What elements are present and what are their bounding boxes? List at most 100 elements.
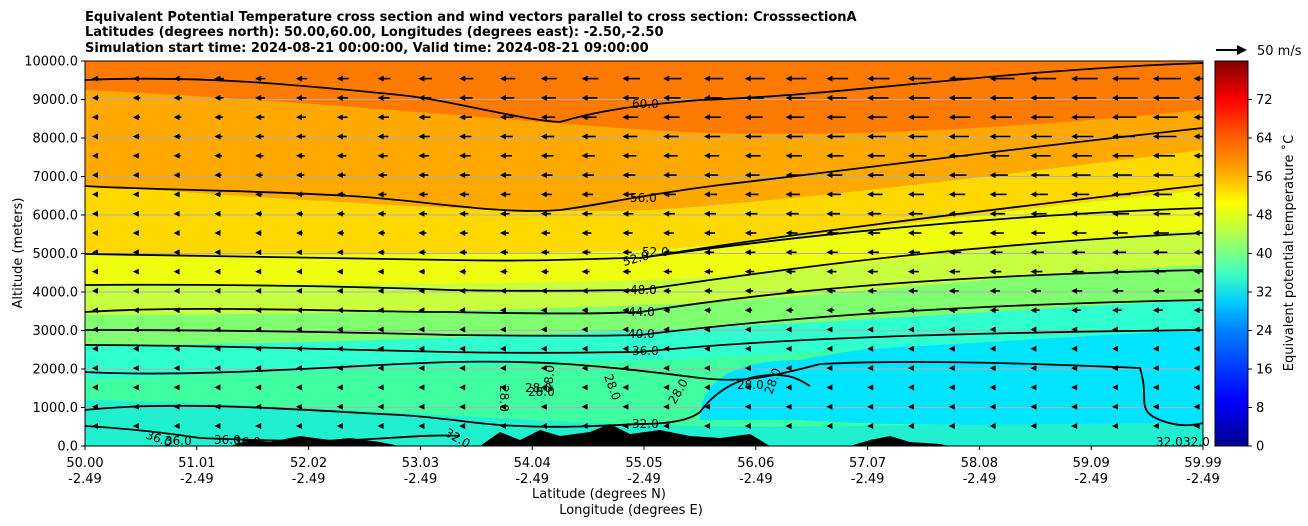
wind-vector [1030, 384, 1037, 391]
wind-vector [908, 94, 931, 101]
wind-vector [418, 345, 425, 352]
wind-vector [581, 133, 596, 140]
wind-vector [173, 384, 180, 391]
wind-vector [459, 210, 469, 217]
wind-vector [622, 152, 637, 159]
contour-36 [85, 329, 1203, 354]
wind-vector [500, 230, 509, 236]
wind-vector [1112, 384, 1118, 391]
wind-vector [867, 172, 884, 179]
wind-vector [500, 133, 513, 140]
wind-vector [377, 114, 390, 121]
wind-vector [663, 133, 679, 140]
wind-vector [581, 230, 592, 236]
wind-vector [418, 365, 425, 372]
wind-vector [92, 384, 98, 391]
wind-vector [826, 403, 833, 410]
wind-vector [581, 152, 595, 159]
wind-vector [336, 94, 349, 101]
y-tick-label: 10000.0 [24, 55, 78, 70]
wind-vector [92, 326, 98, 333]
wind-vector [581, 249, 591, 256]
wind-vector [92, 249, 98, 256]
wind-vector [1030, 268, 1043, 275]
wind-vector [1030, 210, 1047, 217]
wind-vector [336, 210, 345, 217]
wind-vector [540, 423, 547, 429]
wind-vector [1071, 345, 1078, 352]
wind-vector [1112, 133, 1135, 140]
wind-vector [255, 152, 264, 159]
wind-vector [1193, 230, 1203, 236]
wind-vector [1030, 403, 1037, 410]
wind-vector [459, 423, 466, 429]
wind-vector [744, 384, 751, 391]
wind-vector [785, 210, 799, 217]
wind-vector [908, 114, 929, 121]
wind-vector [336, 230, 344, 236]
colorbar-tick-label: 16 [1256, 363, 1273, 378]
wind-vector [826, 326, 833, 333]
wind-vector [581, 172, 594, 179]
wind-vector [132, 326, 139, 333]
wind-vector [908, 365, 914, 372]
wind-vector [92, 94, 99, 101]
wind-vector [744, 152, 761, 159]
wind-vector [989, 287, 1000, 294]
wind-vector [132, 268, 139, 275]
wind-vector [1030, 307, 1040, 314]
wind-vector [173, 210, 180, 217]
wind-vector [744, 210, 758, 217]
wind-vector [1152, 365, 1159, 372]
y-axis: 0.0 1000.0 2000.0 3000.0 4000.0 5000.0 6000.0 7… [24, 55, 85, 455]
wind-vector [377, 326, 384, 333]
wind-vector [1152, 268, 1166, 275]
wind-vector [459, 326, 466, 333]
wind-vector [785, 268, 796, 275]
wind-vector [1071, 287, 1083, 294]
wind-vector [1071, 307, 1081, 314]
contour-label: 36.0 [165, 434, 192, 448]
wind-vector [867, 230, 881, 236]
wind-vector [948, 172, 967, 179]
x-axis: 50.00-2.4951.01-2.4952.02-2.4953.03-2.49… [66, 446, 1222, 487]
wind-vector [377, 365, 384, 372]
wind-vector [255, 75, 266, 82]
wind-vector [418, 287, 425, 294]
wind-vector [336, 384, 343, 391]
wind-vector [214, 191, 222, 198]
wind-vector [704, 287, 713, 294]
wind-vector [1071, 210, 1088, 217]
wind-vector [336, 152, 347, 159]
wind-vector [948, 403, 955, 410]
wind-vector [1112, 152, 1134, 159]
wind-vector [214, 114, 223, 121]
wind-vector [418, 249, 426, 256]
wind-vector [296, 94, 307, 101]
wind-vector [744, 403, 751, 410]
wind-vector [255, 114, 265, 121]
wind-vector [214, 210, 221, 217]
wind-vector [132, 172, 139, 179]
wind-vector [663, 345, 670, 352]
wind-vector [296, 191, 304, 198]
wind-vector [989, 423, 996, 429]
wind-vector [744, 75, 765, 82]
wind-vector [663, 172, 677, 179]
wind-vector [540, 403, 547, 410]
wind-vector [785, 230, 798, 236]
wind-vector [255, 345, 262, 352]
wind-vector [377, 345, 384, 352]
wind-vector [1152, 114, 1178, 121]
wind-vector [989, 172, 1008, 179]
contour-56 [85, 127, 1203, 212]
wind-vector [989, 152, 1010, 159]
wind-vector [418, 191, 428, 198]
contour-48 [85, 232, 1203, 292]
wind-vector [255, 94, 265, 101]
wind-vector [704, 94, 723, 101]
wind-vector [92, 75, 99, 82]
wind-vector [663, 114, 680, 121]
wind-vector [622, 230, 633, 236]
wind-vector [663, 230, 674, 236]
